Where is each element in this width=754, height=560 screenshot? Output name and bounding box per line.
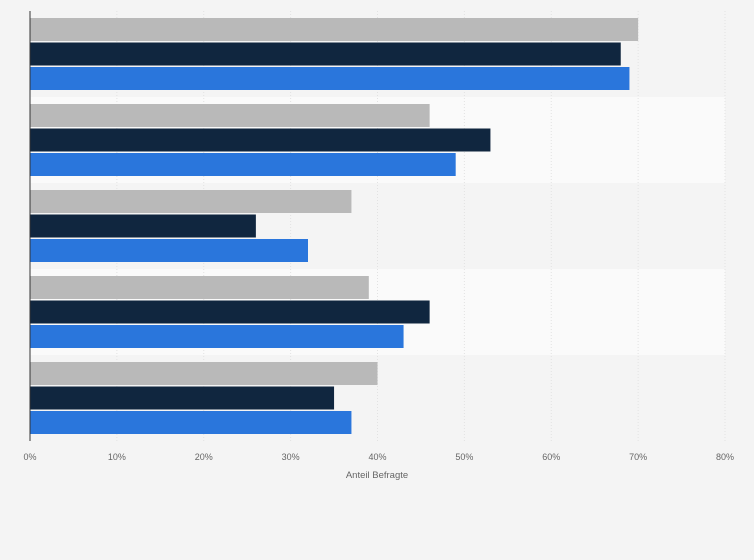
bars [30,18,639,434]
bar [30,411,352,434]
bar [30,128,491,152]
x-tick-label: 80% [716,452,734,462]
x-tick-label: 60% [542,452,560,462]
x-tick-label: 20% [195,452,213,462]
x-tick-label: 70% [629,452,647,462]
x-tick-label: 30% [282,452,300,462]
x-axis-ticks: 0% 10% 20% 30% 40% 50% 60% 70% 80% [23,452,734,462]
bar [30,153,456,176]
x-tick-label: 40% [368,452,386,462]
bar [30,386,335,410]
bar [30,362,378,385]
bar [30,239,308,262]
bar [30,276,369,299]
x-tick-label: 10% [108,452,126,462]
bar [30,42,621,66]
x-tick-label: 50% [455,452,473,462]
x-axis-title: Anteil Befragte [346,470,408,481]
bar [30,104,430,127]
bar [30,325,404,348]
bar [30,214,256,238]
x-tick-label: 0% [23,452,36,462]
bar [30,18,639,41]
bar [30,67,630,90]
bar [30,300,430,324]
bar [30,190,352,213]
